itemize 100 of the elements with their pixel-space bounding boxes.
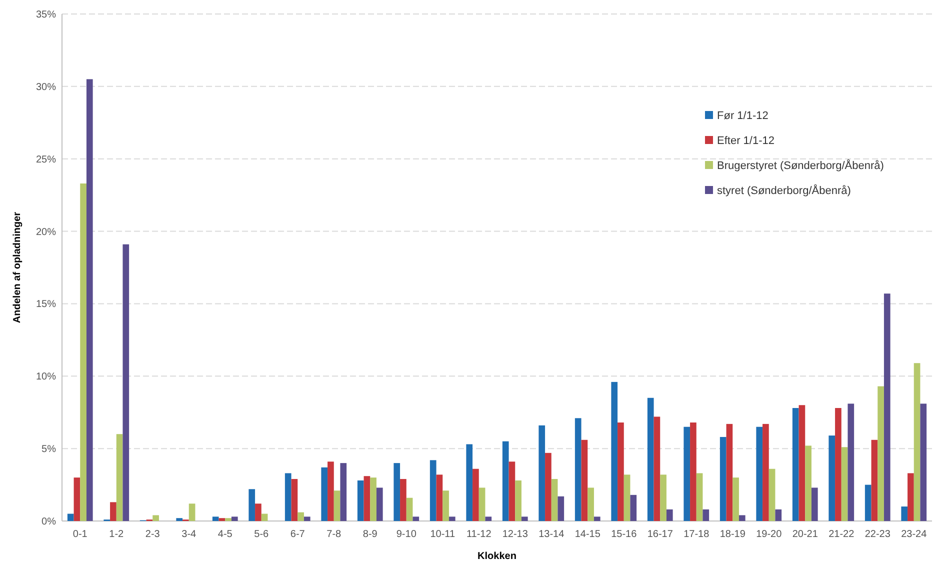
bar (370, 478, 376, 521)
x-tick-label: 17-18 (684, 529, 710, 540)
bar (442, 490, 449, 521)
bar (762, 424, 769, 521)
y-tick-label: 30% (36, 82, 56, 93)
bar (74, 478, 80, 521)
legend-label: Før 1/1-12 (717, 110, 768, 122)
x-tick-label: 10-11 (430, 529, 456, 540)
bar (328, 462, 334, 521)
bar (558, 496, 564, 521)
bar (920, 404, 927, 521)
bar (884, 294, 890, 521)
bar (521, 516, 528, 521)
bar (574, 418, 582, 521)
bar (775, 509, 782, 521)
bar (702, 509, 710, 521)
legend-label: styret (Sønderborg/Åbenrå) (717, 184, 851, 197)
bar (357, 480, 364, 521)
x-tick-label: 20-21 (792, 529, 818, 540)
bar (400, 478, 406, 521)
y-tick-label: 5% (42, 444, 56, 456)
x-tick-label: 22-23 (864, 529, 891, 540)
bar (122, 244, 130, 521)
bar (660, 474, 666, 521)
bar (261, 514, 268, 521)
bar (218, 518, 226, 521)
bar (696, 473, 703, 521)
bar (738, 515, 746, 521)
bar (321, 467, 328, 521)
x-tick-label: 7-8 (326, 529, 342, 540)
bar (684, 426, 690, 521)
x-tick-label: 3-4 (182, 529, 197, 540)
bar (768, 468, 776, 521)
bar (212, 516, 219, 521)
bar (436, 474, 443, 521)
y-tick-label: 10% (36, 372, 56, 383)
bar (914, 363, 920, 521)
bar (298, 512, 304, 521)
bar (835, 408, 842, 521)
bar (376, 488, 383, 521)
bar (624, 474, 630, 521)
bar (666, 509, 673, 521)
x-tick-label: 14-15 (574, 529, 601, 540)
bar (690, 422, 696, 521)
y-tick-label: 15% (36, 299, 56, 310)
bar (908, 473, 914, 521)
bar (538, 425, 546, 521)
bar (110, 502, 116, 521)
bar (811, 488, 818, 521)
x-tick-label: 18-19 (720, 529, 746, 540)
y-tick-label: 0% (42, 516, 56, 528)
bar (594, 516, 600, 521)
bar (502, 441, 509, 521)
bar (515, 480, 522, 521)
y-axis-title: Andelen af opladninger (12, 212, 23, 324)
bar (231, 516, 238, 521)
bar (225, 518, 232, 521)
bar (394, 463, 400, 521)
bar (430, 460, 436, 521)
bar (80, 183, 86, 521)
x-tick-label: 19-20 (756, 529, 782, 540)
bar (828, 436, 836, 521)
bar (304, 516, 310, 521)
bar (630, 494, 637, 521)
bar (878, 386, 884, 521)
bar (448, 516, 456, 521)
bar (841, 447, 848, 521)
bar (406, 498, 413, 521)
bar (472, 468, 479, 521)
x-tick-label: 0-1 (72, 529, 88, 540)
bar (581, 440, 588, 521)
bar (726, 424, 733, 521)
x-tick-label: 6-7 (290, 529, 306, 540)
bar (756, 426, 763, 521)
x-axis-title: Klokken (478, 551, 516, 562)
bar (466, 444, 473, 521)
bar (86, 79, 93, 521)
x-tick-label: 15-16 (611, 529, 638, 540)
bar (647, 398, 654, 521)
bar (588, 488, 594, 521)
bar (551, 478, 558, 521)
bar (340, 463, 347, 521)
x-tick-label: 5-6 (254, 529, 270, 540)
y-tick-label: 25% (36, 154, 56, 166)
bar (901, 506, 908, 521)
y-tick-label: 20% (36, 226, 56, 238)
bar (611, 382, 618, 521)
x-tick-label: 1-2 (109, 529, 124, 540)
bar (545, 452, 552, 521)
bar (334, 490, 340, 521)
x-tick-label: 2-3 (145, 529, 160, 540)
bar (284, 473, 292, 521)
bar (255, 504, 262, 521)
bar (364, 476, 370, 521)
bar (291, 478, 298, 521)
bar (864, 484, 872, 521)
bar (654, 416, 660, 521)
legend-label: Brugerstyret (Sønderborg/Åbenrå) (717, 158, 884, 172)
bar (412, 516, 420, 521)
x-tick-label: 4-5 (218, 529, 233, 540)
